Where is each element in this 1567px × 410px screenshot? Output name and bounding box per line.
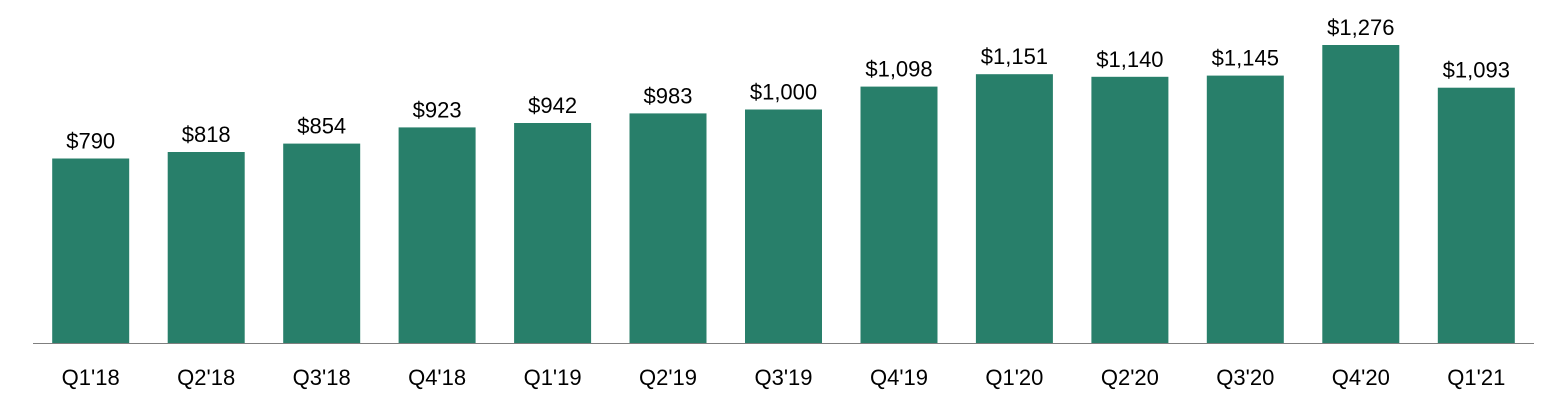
data-label-3: $923 — [413, 97, 462, 122]
data-label-9: $1,140 — [1096, 47, 1163, 72]
data-labels-group: $790 $818 $854 $923 $942 $983 $1,000 $1,098 $1,1… — [66, 15, 1510, 154]
x-tick-label-7: Q4'19 — [870, 365, 928, 390]
data-label-0: $790 — [66, 129, 115, 154]
bar-5 — [629, 113, 707, 344]
bar-8 — [975, 74, 1053, 343]
bar-11 — [1322, 45, 1400, 343]
data-label-2: $854 — [297, 114, 346, 139]
x-tick-label-1: Q2'18 — [177, 365, 235, 390]
x-tick-label-6: Q3'19 — [754, 365, 812, 390]
data-label-4: $942 — [528, 93, 577, 118]
bar-10 — [1206, 75, 1284, 343]
x-tick-label-0: Q1'18 — [62, 365, 120, 390]
bar-7 — [860, 86, 938, 343]
data-label-1: $818 — [182, 122, 231, 147]
data-label-6: $1,000 — [750, 80, 817, 105]
x-tick-label-3: Q4'18 — [408, 365, 466, 390]
x-tick-label-10: Q3'20 — [1216, 365, 1274, 390]
bar-12 — [1437, 87, 1515, 343]
bar-6 — [745, 109, 822, 343]
data-label-8: $1,151 — [981, 44, 1048, 69]
data-label-10: $1,145 — [1212, 46, 1279, 71]
data-label-12: $1,093 — [1443, 58, 1510, 83]
bar-3 — [398, 127, 476, 344]
x-tick-label-5: Q2'19 — [639, 365, 697, 390]
x-tick-label-2: Q3'18 — [293, 365, 351, 390]
x-tick-label-11: Q4'20 — [1332, 365, 1390, 390]
bar-1 — [167, 152, 245, 343]
x-tick-label-9: Q2'20 — [1101, 365, 1159, 390]
data-label-11: $1,276 — [1327, 15, 1394, 40]
x-tick-label-12: Q1'21 — [1447, 365, 1505, 390]
bar-9 — [1091, 76, 1169, 344]
bars-group — [52, 45, 1515, 344]
data-label-5: $983 — [644, 83, 693, 108]
x-tick-label-4: Q1'19 — [524, 365, 582, 390]
bar-0 — [52, 158, 130, 343]
bar-4 — [514, 123, 592, 343]
bar-2 — [283, 143, 361, 343]
x-tick-label-8: Q1'20 — [985, 365, 1043, 390]
data-label-7: $1,098 — [865, 57, 932, 82]
x-tick-labels-group: Q1'18 Q2'18 Q3'18 Q4'18 Q1'19 Q2'19 Q3'19 Q4'19… — [62, 365, 1506, 390]
